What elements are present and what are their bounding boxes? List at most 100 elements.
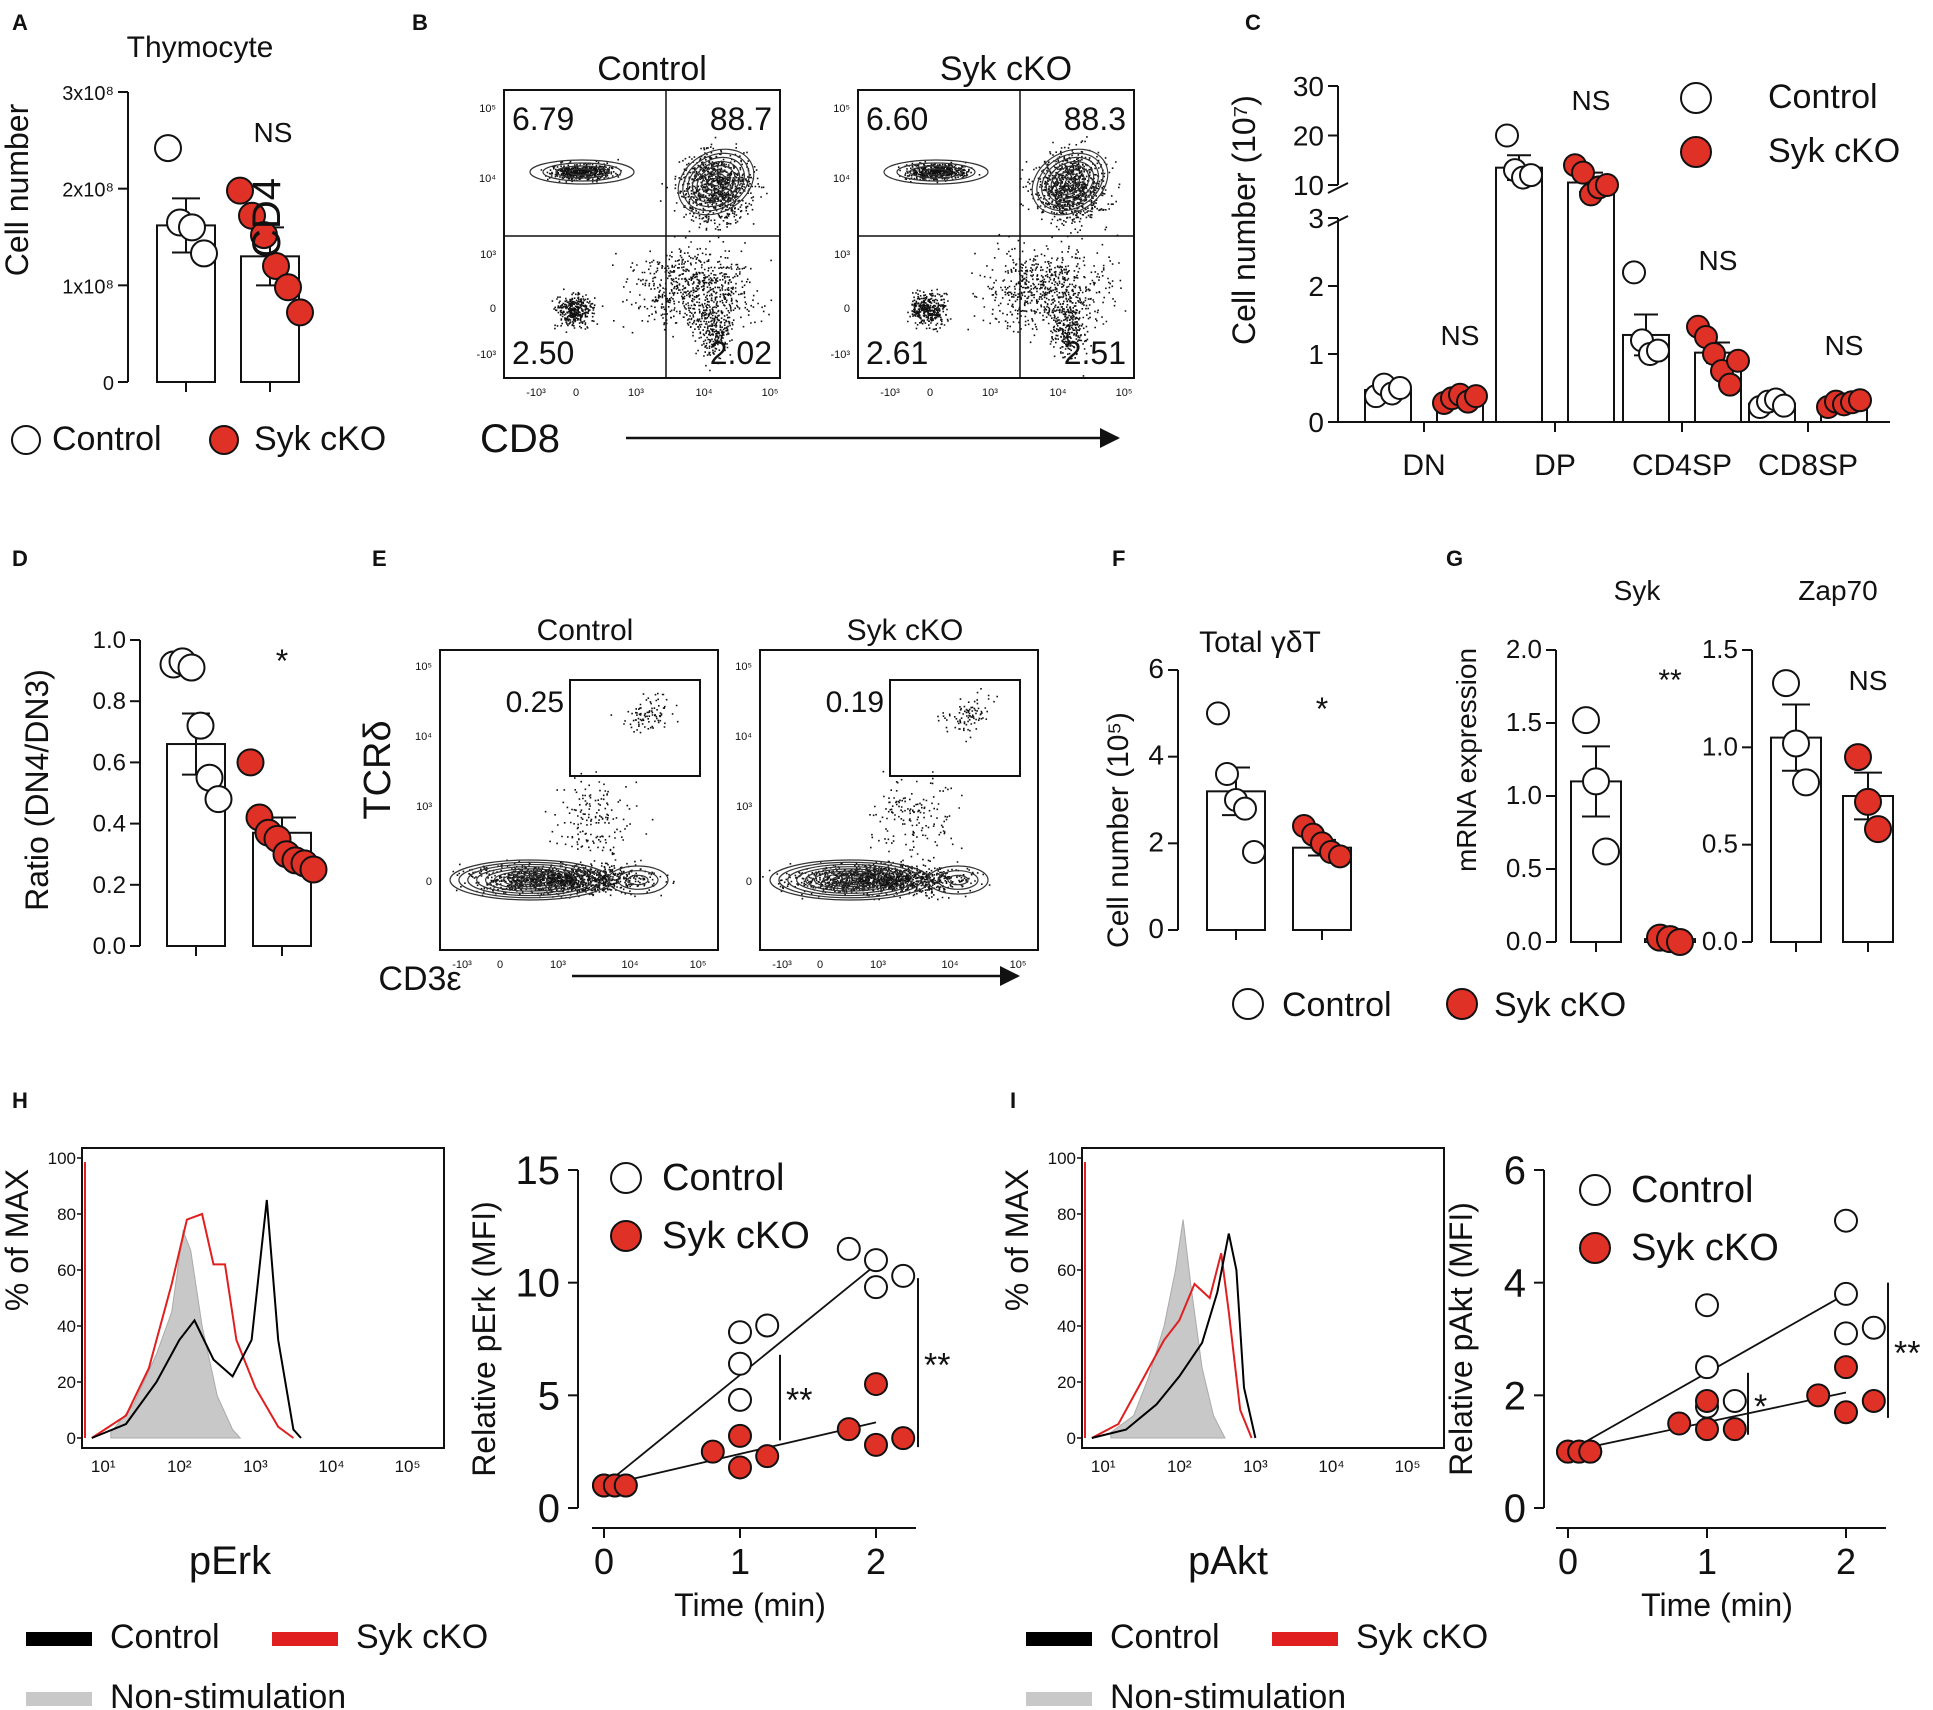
panel-h-hist-syk-histogram [91,1212,294,1439]
panel-h-legend-syk-swatch [272,1632,338,1646]
panel-h-scatter-ylabel: Relative pErk (MFI) [466,1201,502,1477]
legend-a-control-marker [11,425,41,455]
panel-i-scatter-legend-control-marker [1579,1174,1611,1206]
panel-a-data-point [178,213,206,242]
panel-h-hist-x-tick-label: 10¹ [91,1457,116,1476]
panel-h-hist-x-tick-label: 10⁴ [318,1457,344,1476]
cd4sp-contour [568,168,596,176]
panel-c-significance: NS [1699,245,1738,276]
panel-c-y-tick-label: 20 [1293,121,1324,152]
panel-i-legend-syk-label: Syk cKO [1356,1618,1488,1656]
flow-x-tick-label: 10⁴ [1050,387,1067,399]
panel-h-scatter-y-tick-label: 15 [516,1149,561,1193]
panel-i-scatter-xlabel: Time (min) [1641,1587,1793,1623]
flow-x-tick-label: 10⁴ [942,959,959,971]
gate-percentage: 0.25 [506,686,564,719]
quadrant-value-cd8sp: 2.51 [1064,335,1126,371]
panel-h-scatter-data-point [728,1351,752,1376]
gamma-delta-gate [889,679,1021,777]
cd3-contour [493,870,567,890]
flow-y-tick-label: 10⁵ [833,103,850,115]
panel-i-scatter-data-point [1834,1400,1858,1425]
panel-i-legend-control-label: Control [1110,1618,1220,1656]
panel-d-y-tick-label: 0.8 [93,688,126,715]
panel-d-data-point [236,748,265,777]
panel-g-title-syk: Syk [1614,575,1662,606]
panel-d-significance: * [276,643,288,679]
panel-d-data-point [204,785,233,814]
panel-h-scatter-data-point [891,1263,916,1288]
flow-y-tick-label: 10⁵ [479,103,496,115]
flow-x-tick-label: 10⁵ [690,959,707,971]
dp-contour [1036,152,1104,212]
panel-h-ylabel: % of MAX [0,1169,35,1311]
legend-fg-control-label: Control [1282,986,1392,1024]
panel-i-scatter-ylabel: Relative pAkt (MFI) [1443,1202,1479,1476]
cd8sp-population [689,296,738,372]
dp-contour [1064,177,1076,187]
panel-i-scatter-significance: ** [1894,1334,1920,1372]
panel-b-title-1: Syk cKO [940,50,1072,88]
panel-letter-D: D [12,546,28,571]
panel-i-hist-x-tick-label: 10¹ [1091,1457,1116,1476]
quadrant-value-dn: 2.50 [512,335,574,371]
panel-b-title-0: Control [597,50,707,88]
panel-f-data-point [1215,762,1239,786]
panel-b-xlabel: CD8 [480,417,560,461]
panel-i-scatter-data-point [1834,1281,1858,1306]
panel-c-bar [1567,181,1615,423]
panel-i-hist-frame [1081,1147,1445,1449]
panel-a-data-point [274,273,302,302]
panel-h-scatter-legend-syk-label: Syk cKO [662,1215,810,1257]
panel-h-hist-y-tick-label: 20 [57,1373,76,1392]
flow-y-tick-label: 10⁴ [735,731,752,743]
panel-i-hist-syk-histogram [1091,1252,1253,1439]
panel-g-ylabel: mRNA expression [1451,648,1482,872]
panel-h-scatter-data-point [728,1423,752,1448]
panel-i-hist-y-tick-label: 40 [1057,1317,1076,1336]
panel-f-y-tick-label: 6 [1148,653,1164,684]
panel-letter-F: F [1112,546,1125,571]
panel-h-scatter-data-point [864,1372,888,1397]
panel-g-syk-data-point [1572,706,1600,735]
panel-h-scatter-y-tick-label: 10 [516,1262,561,1306]
cd3-contour [796,866,904,894]
flow-plot-frame [759,649,1039,951]
panel-i-scatter-x-tick-label: 2 [1836,1541,1856,1582]
panel-h-hist-y-tick-label: 0 [67,1429,76,1448]
panel-g-syk-y-tick-label: 2.0 [1506,634,1542,664]
flow-plot-frame [503,89,781,379]
panel-h-hist-x-tick-label: 10⁵ [395,1457,421,1476]
dp-population [1020,136,1121,240]
panel-a-y-tick-label: 1x10⁸ [62,276,114,298]
panel-g-zap70-data-point [1854,787,1882,816]
panel-f-ylabel: Cell number (10⁵) [1102,712,1135,948]
panel-i-scatter-y-tick-label: 2 [1504,1374,1526,1418]
cd4sp-contour [883,159,989,185]
panel-i-scatter-data-point [1695,1355,1719,1380]
cd3-contour [484,868,576,892]
cd3-contour [787,863,913,897]
panel-g-title-zap70: Zap70 [1798,575,1877,606]
panel-i-ylabel: % of MAX [999,1169,1035,1311]
panel-h-scatter-significance: ** [786,1382,812,1420]
cd3-contour [778,861,922,899]
flow-plot-cd4-cd8-control [529,136,773,372]
panel-h-legend-nonstim-label: Non-stimulation [110,1678,346,1710]
panel-h-scatter-xlabel: Time (min) [674,1587,826,1623]
panel-c-data-point [1622,260,1646,285]
panel-h-hist-x-tick-label: 10² [167,1457,192,1476]
flow-y-tick-label: 10⁴ [479,173,496,185]
flow-y-tick-label: 10³ [416,801,432,813]
panel-a-data-point [154,134,182,163]
panel-letter-H: H [12,1088,28,1113]
panel-i-hist-y-tick-label: 60 [1057,1261,1076,1280]
cd3-contour [927,865,989,895]
panel-d-data-point [186,711,215,740]
cd4sp-contour [555,165,609,179]
flow-x-tick-label: 0 [817,959,823,971]
cd4sp-contour [542,162,622,182]
flow-x-tick-label: 10³ [628,387,644,399]
panel-c-significance: NS [1825,330,1864,361]
